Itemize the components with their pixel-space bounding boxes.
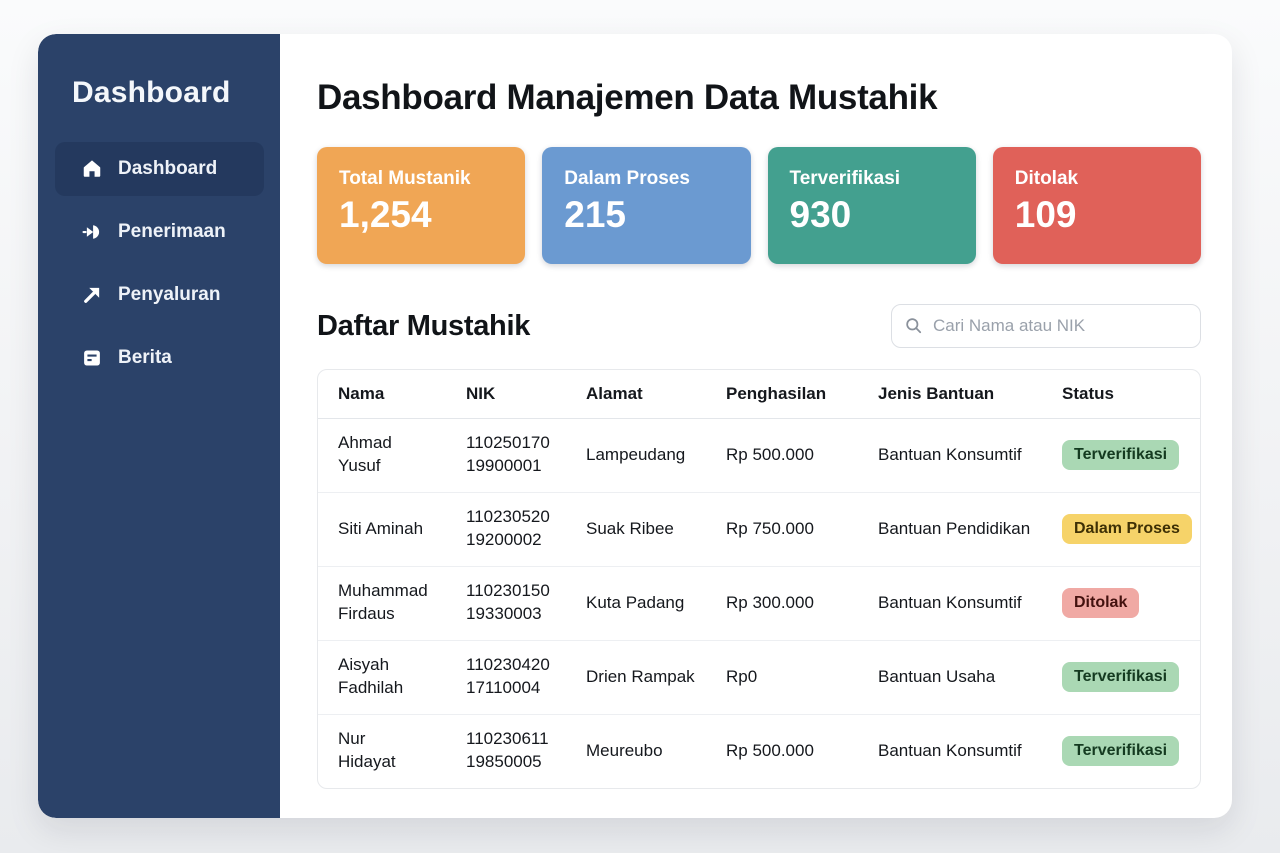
cell-alamat: Meureubo: [586, 741, 663, 761]
table-header: Nama NIK Alamat Penghasilan Jenis Bantua…: [318, 370, 1200, 419]
stat-card-dalam-proses: Dalam Proses 215: [542, 147, 751, 264]
cell-penghasilan: Rp0: [726, 640, 878, 715]
cell-nama: Ahmad Yusuf: [318, 418, 466, 493]
table-row: Muhammad Firdaus 110230150 19330003 Kuta…: [318, 566, 1200, 641]
sidebar-item-dashboard[interactable]: Dashboard: [55, 142, 264, 196]
stat-value: 930: [789, 194, 852, 235]
dashboard-window: Dashboard Dashboard Penerimaan: [38, 34, 1232, 818]
stat-label: Terverifikasi: [789, 168, 901, 189]
cell-nama: Siti Aminah: [318, 492, 466, 567]
search-input[interactable]: [891, 304, 1201, 348]
cell-jenis-bantuan: Bantuan Konsumtif: [878, 741, 1022, 761]
cell-jenis-bantuan: Bantuan Pendidikan: [878, 492, 1062, 567]
cell-nik: 110230420 17110004: [466, 640, 586, 715]
cell-penghasilan: Rp 500.000: [726, 418, 878, 493]
column-header-status: Status: [1062, 370, 1200, 419]
table-row: Ahmad Yusuf 110250170 19900001 Lampeudan…: [318, 418, 1200, 493]
sidebar-item-label: Penyaluran: [118, 284, 221, 305]
stat-card-total-mustanik: Total Mustanik 1,254: [317, 147, 526, 264]
status-badge: Terverifikasi: [1062, 440, 1180, 470]
stat-value: 215: [564, 194, 626, 235]
cell-jenis-bantuan: Bantuan Usaha: [878, 640, 1062, 715]
cell-alamat: Drien Rampak: [586, 640, 726, 715]
sidebar-item-label: Penerimaan: [118, 221, 226, 242]
cell-nama: Nur Hidayat: [338, 729, 396, 772]
sidebar-title: Dashboard: [72, 76, 231, 109]
cell-nik: 110230520 19200002: [466, 492, 586, 567]
column-header-penghasilan: Penghasilan: [726, 370, 878, 419]
cell-alamat: Kuta Padang: [586, 566, 726, 641]
sidebar-menu: Dashboard Penerimaan: [38, 142, 280, 385]
table-row: Siti Aminah 110230520 19200002 Suak Ribe…: [318, 492, 1200, 567]
column-header-jenis-bantuan: Jenis Bantuan: [878, 370, 1062, 419]
table-row: Nur Hidayat 110230611 19850005 Meureubo …: [318, 714, 1200, 788]
sidebar: Dashboard Dashboard Penerimaan: [38, 34, 280, 818]
stat-card-ditolak: Ditolak 109: [992, 147, 1201, 264]
sidebar-item-label: Berita: [118, 347, 172, 368]
cell-jenis-bantuan: Bantuan Konsumtif: [878, 566, 1062, 641]
page-title: Dashboard Manajemen Data Mustahik: [317, 78, 938, 117]
search-icon: [904, 316, 923, 335]
stat-cards: Total Mustanik 1,254 Dalam Proses 215 Te…: [317, 147, 1201, 264]
cell-jenis-bantuan: Bantuan Konsumtif: [878, 418, 1062, 493]
cell-penghasilan: Rp 300.000: [726, 566, 878, 641]
stat-label: Total Mustanik: [339, 168, 471, 189]
column-header-alamat: Alamat: [586, 370, 726, 419]
cell-nik: 110250170 19900001: [466, 418, 586, 493]
login-arrow-icon: [81, 221, 103, 243]
cell-nik: 110230150 19330003: [466, 566, 586, 641]
column-header-nik: NIK: [466, 370, 586, 419]
sidebar-item-penerimaan[interactable]: Penerimaan: [55, 205, 264, 259]
cell-penghasilan: Rp 750.000: [726, 492, 878, 567]
cell-alamat: Suak Ribee: [586, 492, 726, 567]
stat-value: 109: [1014, 194, 1077, 235]
status-badge: Terverifikasi: [1062, 662, 1180, 692]
cell-nama: Muhammad Firdaus: [318, 566, 466, 641]
news-icon: [81, 347, 103, 369]
main-content: Dashboard Manajemen Data Mustahik Total …: [280, 34, 1232, 818]
sidebar-item-penyaluran[interactable]: Penyaluran: [55, 268, 264, 322]
stat-value: 1,254: [339, 194, 432, 235]
stat-label: Dalam Proses: [564, 168, 690, 189]
cell-penghasilan: Rp 500.000: [726, 741, 814, 761]
stat-label: Ditolak: [1014, 168, 1079, 189]
table-row: Aisyah Fadhilah 110230420 17110004 Drien…: [318, 640, 1200, 715]
status-badge: Terverifikasi: [1062, 736, 1180, 767]
status-badge: Dalam Proses: [1062, 514, 1192, 544]
sidebar-item-label: Dashboard: [118, 158, 218, 179]
stat-card-terverifikasi: Terverifikasi 930: [767, 147, 976, 264]
arrow-up-right-icon: [81, 284, 103, 306]
cell-nik: 110230611 19850005: [466, 729, 549, 772]
column-header-nama: Nama: [318, 370, 466, 419]
list-header: Daftar Mustahik: [317, 304, 1201, 348]
sidebar-item-berita[interactable]: Berita: [55, 331, 264, 385]
home-icon: [81, 158, 103, 180]
section-title: Daftar Mustahik: [317, 309, 531, 342]
cell-alamat: Lampeudang: [586, 418, 726, 493]
status-badge: Ditolak: [1062, 588, 1140, 618]
search-box: [891, 304, 1201, 348]
cell-nama: Aisyah Fadhilah: [318, 640, 466, 715]
mustahik-table: Nama NIK Alamat Penghasilan Jenis Bantua…: [317, 369, 1201, 789]
